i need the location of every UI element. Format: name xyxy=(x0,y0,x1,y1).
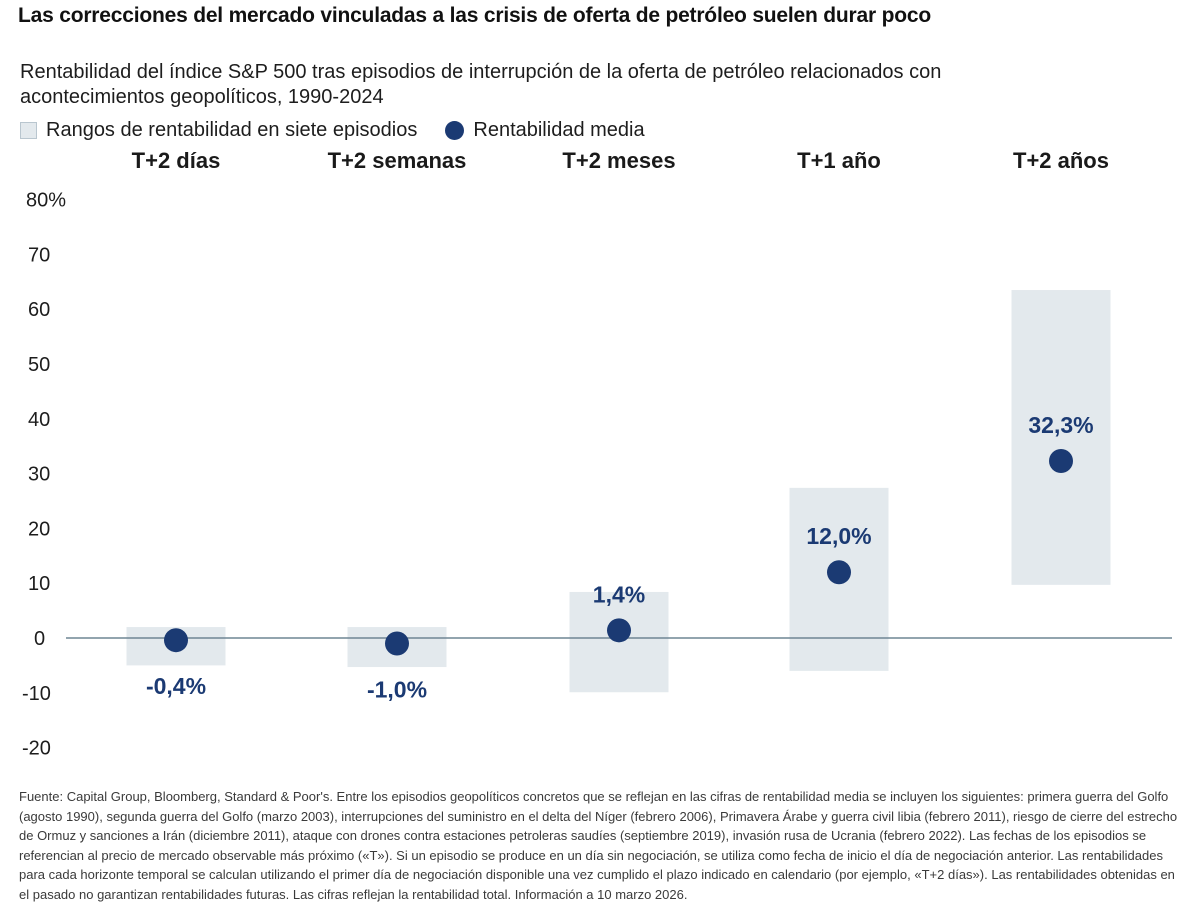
y-tick-label: 80% xyxy=(26,190,66,212)
footnote: Fuente: Capital Group, Bloomberg, Standa… xyxy=(19,789,1178,902)
legend-range-swatch-icon xyxy=(20,122,37,139)
mean-dot xyxy=(607,618,631,643)
y-tick-label: -20 xyxy=(22,738,51,760)
y-tick-label: 20 xyxy=(28,518,50,540)
mean-data-label: 1,4% xyxy=(593,581,645,607)
mean-dot xyxy=(827,560,851,585)
range-box xyxy=(1011,290,1111,585)
y-tick-label: 50 xyxy=(28,354,50,376)
legend: Rangos de rentabilidad en siete episodio… xyxy=(20,119,645,142)
category-label: T+1 año xyxy=(797,148,881,173)
y-tick-label: 60 xyxy=(28,299,50,321)
category-label: T+2 semanas xyxy=(328,148,467,173)
y-tick-label: 40 xyxy=(28,409,50,431)
chart-title: Las correcciones del mercado vinculadas … xyxy=(18,4,931,27)
mean-dot xyxy=(164,628,188,653)
chart-subtitle: Rentabilidad del índice S&P 500 tras epi… xyxy=(20,61,942,108)
category-label: T+2 meses xyxy=(562,148,675,173)
mean-data-label: -0,4% xyxy=(146,673,206,699)
legend-mean-dot-icon xyxy=(445,121,465,140)
y-tick-label: 70 xyxy=(28,244,50,266)
mean-data-label: 12,0% xyxy=(806,523,871,549)
y-tick-label: 30 xyxy=(28,464,50,486)
y-tick-label: 10 xyxy=(28,573,50,595)
category-label: T+2 años xyxy=(1013,148,1109,173)
legend-mean-label: Rentabilidad media xyxy=(473,119,645,141)
mean-data-label: -1,0% xyxy=(367,676,427,702)
legend-range-label: Rangos de rentabilidad en siete episodio… xyxy=(46,119,418,141)
mean-dot xyxy=(385,631,409,656)
y-tick-label: 0 xyxy=(34,628,45,650)
mean-dot xyxy=(1049,448,1073,473)
y-tick-label: -10 xyxy=(22,683,51,705)
category-label: T+2 días xyxy=(132,148,221,173)
mean-data-label: 32,3% xyxy=(1028,412,1093,438)
range-dot-chart: T+2 días T+2 semanas T+2 meses T+1 año T+2 a… xyxy=(22,148,1172,760)
